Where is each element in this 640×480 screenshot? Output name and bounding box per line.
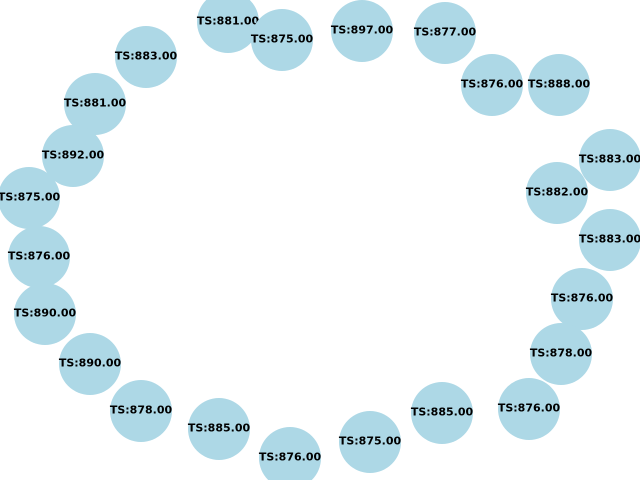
node-label: TS:875.00 bbox=[339, 435, 402, 448]
node-ts-6[interactable]: TS:876.00 bbox=[461, 54, 524, 116]
node-ts-24[interactable]: TS:876.00 bbox=[259, 427, 322, 480]
node-label: TS:881.00 bbox=[64, 97, 127, 110]
node-label: TS:885.00 bbox=[411, 406, 474, 419]
node-ts-22[interactable]: TS:885.00 bbox=[188, 398, 251, 460]
node-label: TS:875.00 bbox=[251, 33, 314, 46]
node-label: TS:892.00 bbox=[42, 149, 105, 162]
node-label: TS:878.00 bbox=[530, 347, 593, 360]
node-label: TS:876.00 bbox=[8, 250, 71, 263]
node-ts-4[interactable]: TS:877.00 bbox=[414, 2, 477, 64]
node-label: TS:876.00 bbox=[498, 402, 561, 415]
node-label: TS:877.00 bbox=[414, 26, 477, 39]
node-label: TS:883.00 bbox=[579, 153, 640, 166]
node-label: TS:890.00 bbox=[14, 307, 77, 320]
node-ts-14[interactable]: TS:876.00 bbox=[8, 226, 71, 288]
node-label: TS:875.00 bbox=[0, 191, 60, 204]
node-ts-9[interactable]: TS:892.00 bbox=[42, 125, 105, 187]
node-label: TS:888.00 bbox=[528, 78, 591, 91]
node-ts-12[interactable]: TS:875.00 bbox=[0, 167, 60, 229]
node-ts-20[interactable]: TS:878.00 bbox=[110, 380, 173, 442]
node-ts-23[interactable]: TS:875.00 bbox=[339, 411, 402, 473]
node-ts-7[interactable]: TS:888.00 bbox=[528, 54, 591, 116]
node-ts-18[interactable]: TS:890.00 bbox=[59, 333, 122, 395]
node-label: TS:882.00 bbox=[526, 186, 589, 199]
node-ts-17[interactable]: TS:878.00 bbox=[530, 323, 593, 385]
node-label: TS:883.00 bbox=[579, 233, 640, 246]
node-ts-1[interactable]: TS:881.00 bbox=[197, 0, 260, 53]
node-ts-3[interactable]: TS:897.00 bbox=[331, 0, 394, 62]
node-ts-2[interactable]: TS:875.00 bbox=[251, 9, 314, 71]
node-label: TS:883.00 bbox=[115, 50, 178, 63]
node-label: TS:878.00 bbox=[110, 404, 173, 417]
node-ts-21[interactable]: TS:885.00 bbox=[411, 382, 474, 444]
node-ts-8[interactable]: TS:881.00 bbox=[64, 73, 127, 135]
node-ts-10[interactable]: TS:883.00 bbox=[579, 129, 640, 191]
node-label: TS:876.00 bbox=[259, 451, 322, 464]
node-label: TS:890.00 bbox=[59, 357, 122, 370]
node-ts-13[interactable]: TS:883.00 bbox=[579, 209, 640, 271]
node-label: TS:876.00 bbox=[461, 78, 524, 91]
node-label: TS:876.00 bbox=[551, 292, 614, 305]
node-ts-11[interactable]: TS:882.00 bbox=[526, 162, 589, 224]
node-label: TS:885.00 bbox=[188, 422, 251, 435]
node-ts-15[interactable]: TS:876.00 bbox=[551, 268, 614, 330]
node-label: TS:881.00 bbox=[197, 15, 260, 28]
node-ts-19[interactable]: TS:876.00 bbox=[498, 378, 561, 440]
node-ts-5[interactable]: TS:883.00 bbox=[115, 26, 178, 88]
node-label: TS:897.00 bbox=[331, 24, 394, 37]
node-ts-16[interactable]: TS:890.00 bbox=[14, 283, 77, 345]
